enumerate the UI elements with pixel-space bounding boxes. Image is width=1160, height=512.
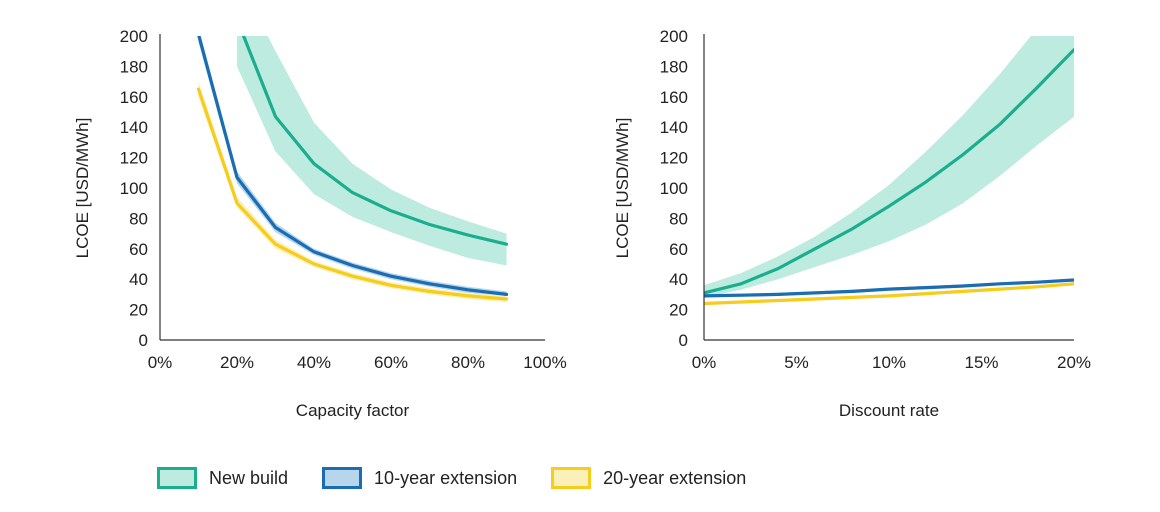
band-20-year-extension xyxy=(198,81,507,302)
legend-item-10-year-extension: 10-year extension xyxy=(322,467,517,489)
legend-swatch-10-year-extension xyxy=(322,467,363,489)
x-tick-label: 60% xyxy=(374,353,408,372)
line-new-build xyxy=(241,36,509,246)
legend-item-20-year-extension: 20-year extension xyxy=(551,467,746,489)
x-tick-label: 5% xyxy=(784,353,809,372)
y-tick-label: 0 xyxy=(139,331,148,350)
y-tick-label: 80 xyxy=(129,209,148,228)
y-tick-label: 180 xyxy=(120,57,148,76)
band-new-build xyxy=(237,36,507,266)
y-tick-label: 120 xyxy=(120,149,148,168)
x-tick-label: 100% xyxy=(523,353,566,372)
line-20-year-extension xyxy=(196,87,509,301)
plot-area xyxy=(704,36,1074,306)
line-10-year-extension xyxy=(197,36,509,296)
y-tick-label: 100 xyxy=(120,179,148,198)
chart-panel-1: 0 20 40 60 80 100 120 140 160 180 200 0% 20% 40% 60% 80… xyxy=(73,27,567,420)
y-tick-label: 200 xyxy=(120,27,148,46)
y-tick-label: 160 xyxy=(660,88,688,107)
legend-swatch-20-year-extension xyxy=(551,467,592,489)
y-tick-label: 20 xyxy=(669,301,688,320)
y-tick-label: 140 xyxy=(120,118,148,137)
y-tick-label: 120 xyxy=(660,149,688,168)
y-tick-label: 20 xyxy=(129,301,148,320)
y-tick-label: 40 xyxy=(669,270,688,289)
y-axis-label: LCOE [USD/MWh] xyxy=(613,118,632,259)
y-tick-label: 80 xyxy=(669,209,688,228)
y-tick-label: 140 xyxy=(660,118,688,137)
y-tick-label: 0 xyxy=(679,331,688,350)
x-axis-label: Capacity factor xyxy=(296,401,410,420)
x-tick-label: 10% xyxy=(872,353,906,372)
legend: New build 10-year extension 20-year exte… xyxy=(157,462,780,494)
legend-label-20-year-extension: 20-year extension xyxy=(603,467,747,488)
legend-label-new-build: New build xyxy=(209,467,289,488)
line-20-year-extension xyxy=(704,282,1074,306)
y-axis-label: LCOE [USD/MWh] xyxy=(73,118,92,259)
band-new-build xyxy=(704,36,1074,298)
x-tick-label: 80% xyxy=(451,353,485,372)
x-tick-label: 20% xyxy=(220,353,254,372)
legend-swatch-new-build xyxy=(157,467,197,489)
y-tick-label: 60 xyxy=(669,240,688,259)
chart-panel-2: 0 20 40 60 80 100 120 140 160 180 200 0% 5% 10% 15% 20%… xyxy=(613,27,1091,420)
y-tick-label: 180 xyxy=(660,57,688,76)
x-tick-label: 15% xyxy=(964,353,998,372)
x-tick-label: 0% xyxy=(692,353,717,372)
y-tick-label: 160 xyxy=(120,88,148,107)
plot-area xyxy=(196,36,509,302)
legend-label-10-year-extension: 10-year extension xyxy=(374,467,518,488)
x-axis-label: Discount rate xyxy=(839,401,939,420)
y-tick-label: 60 xyxy=(129,240,148,259)
y-tick-label: 100 xyxy=(660,179,688,198)
legend-item-new-build: New build xyxy=(157,467,288,489)
band-10-year-extension xyxy=(198,36,507,296)
x-tick-label: 40% xyxy=(297,353,331,372)
y-tick-label: 40 xyxy=(129,270,148,289)
x-tick-label: 0% xyxy=(148,353,173,372)
y-tick-label: 200 xyxy=(660,27,688,46)
line-new-build xyxy=(704,48,1074,295)
line-10-year-extension xyxy=(704,278,1074,298)
x-tick-label: 20% xyxy=(1057,353,1091,372)
